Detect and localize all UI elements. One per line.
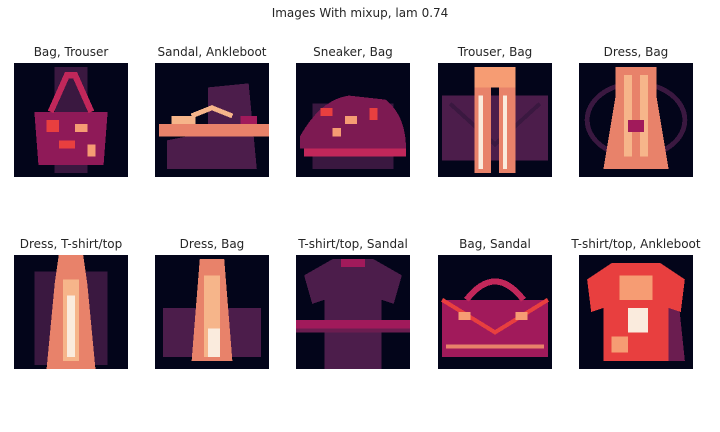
cell-label: Bag, Sandal xyxy=(459,237,531,251)
cell-label: Sneaker, Bag xyxy=(313,45,393,59)
mixup-image xyxy=(14,255,128,369)
cell-label: T-shirt/top, Sandal xyxy=(298,237,408,251)
mixup-image xyxy=(579,63,693,177)
figure-title: Images With mixup, lam 0.74 xyxy=(271,6,449,20)
cell-label: Dress, Bag xyxy=(179,237,245,251)
mixup-image xyxy=(579,255,693,369)
mixup-image xyxy=(438,255,552,369)
cell-label: T-shirt/top, Ankleboot xyxy=(571,237,701,251)
cell-label: Dress, T-shirt/top xyxy=(19,237,123,251)
mixup-image xyxy=(438,63,552,177)
cell-label: Sandal, Ankleboot xyxy=(157,45,267,59)
mixup-image xyxy=(14,63,128,177)
cell-label: Dress, Bag xyxy=(603,45,669,59)
cell-label: Bag, Trouser xyxy=(33,45,109,59)
mixup-image xyxy=(155,63,269,177)
mixup-image xyxy=(296,63,410,177)
mixup-image xyxy=(296,255,410,369)
cell-label: Trouser, Bag xyxy=(457,45,533,59)
mixup-image xyxy=(155,255,269,369)
